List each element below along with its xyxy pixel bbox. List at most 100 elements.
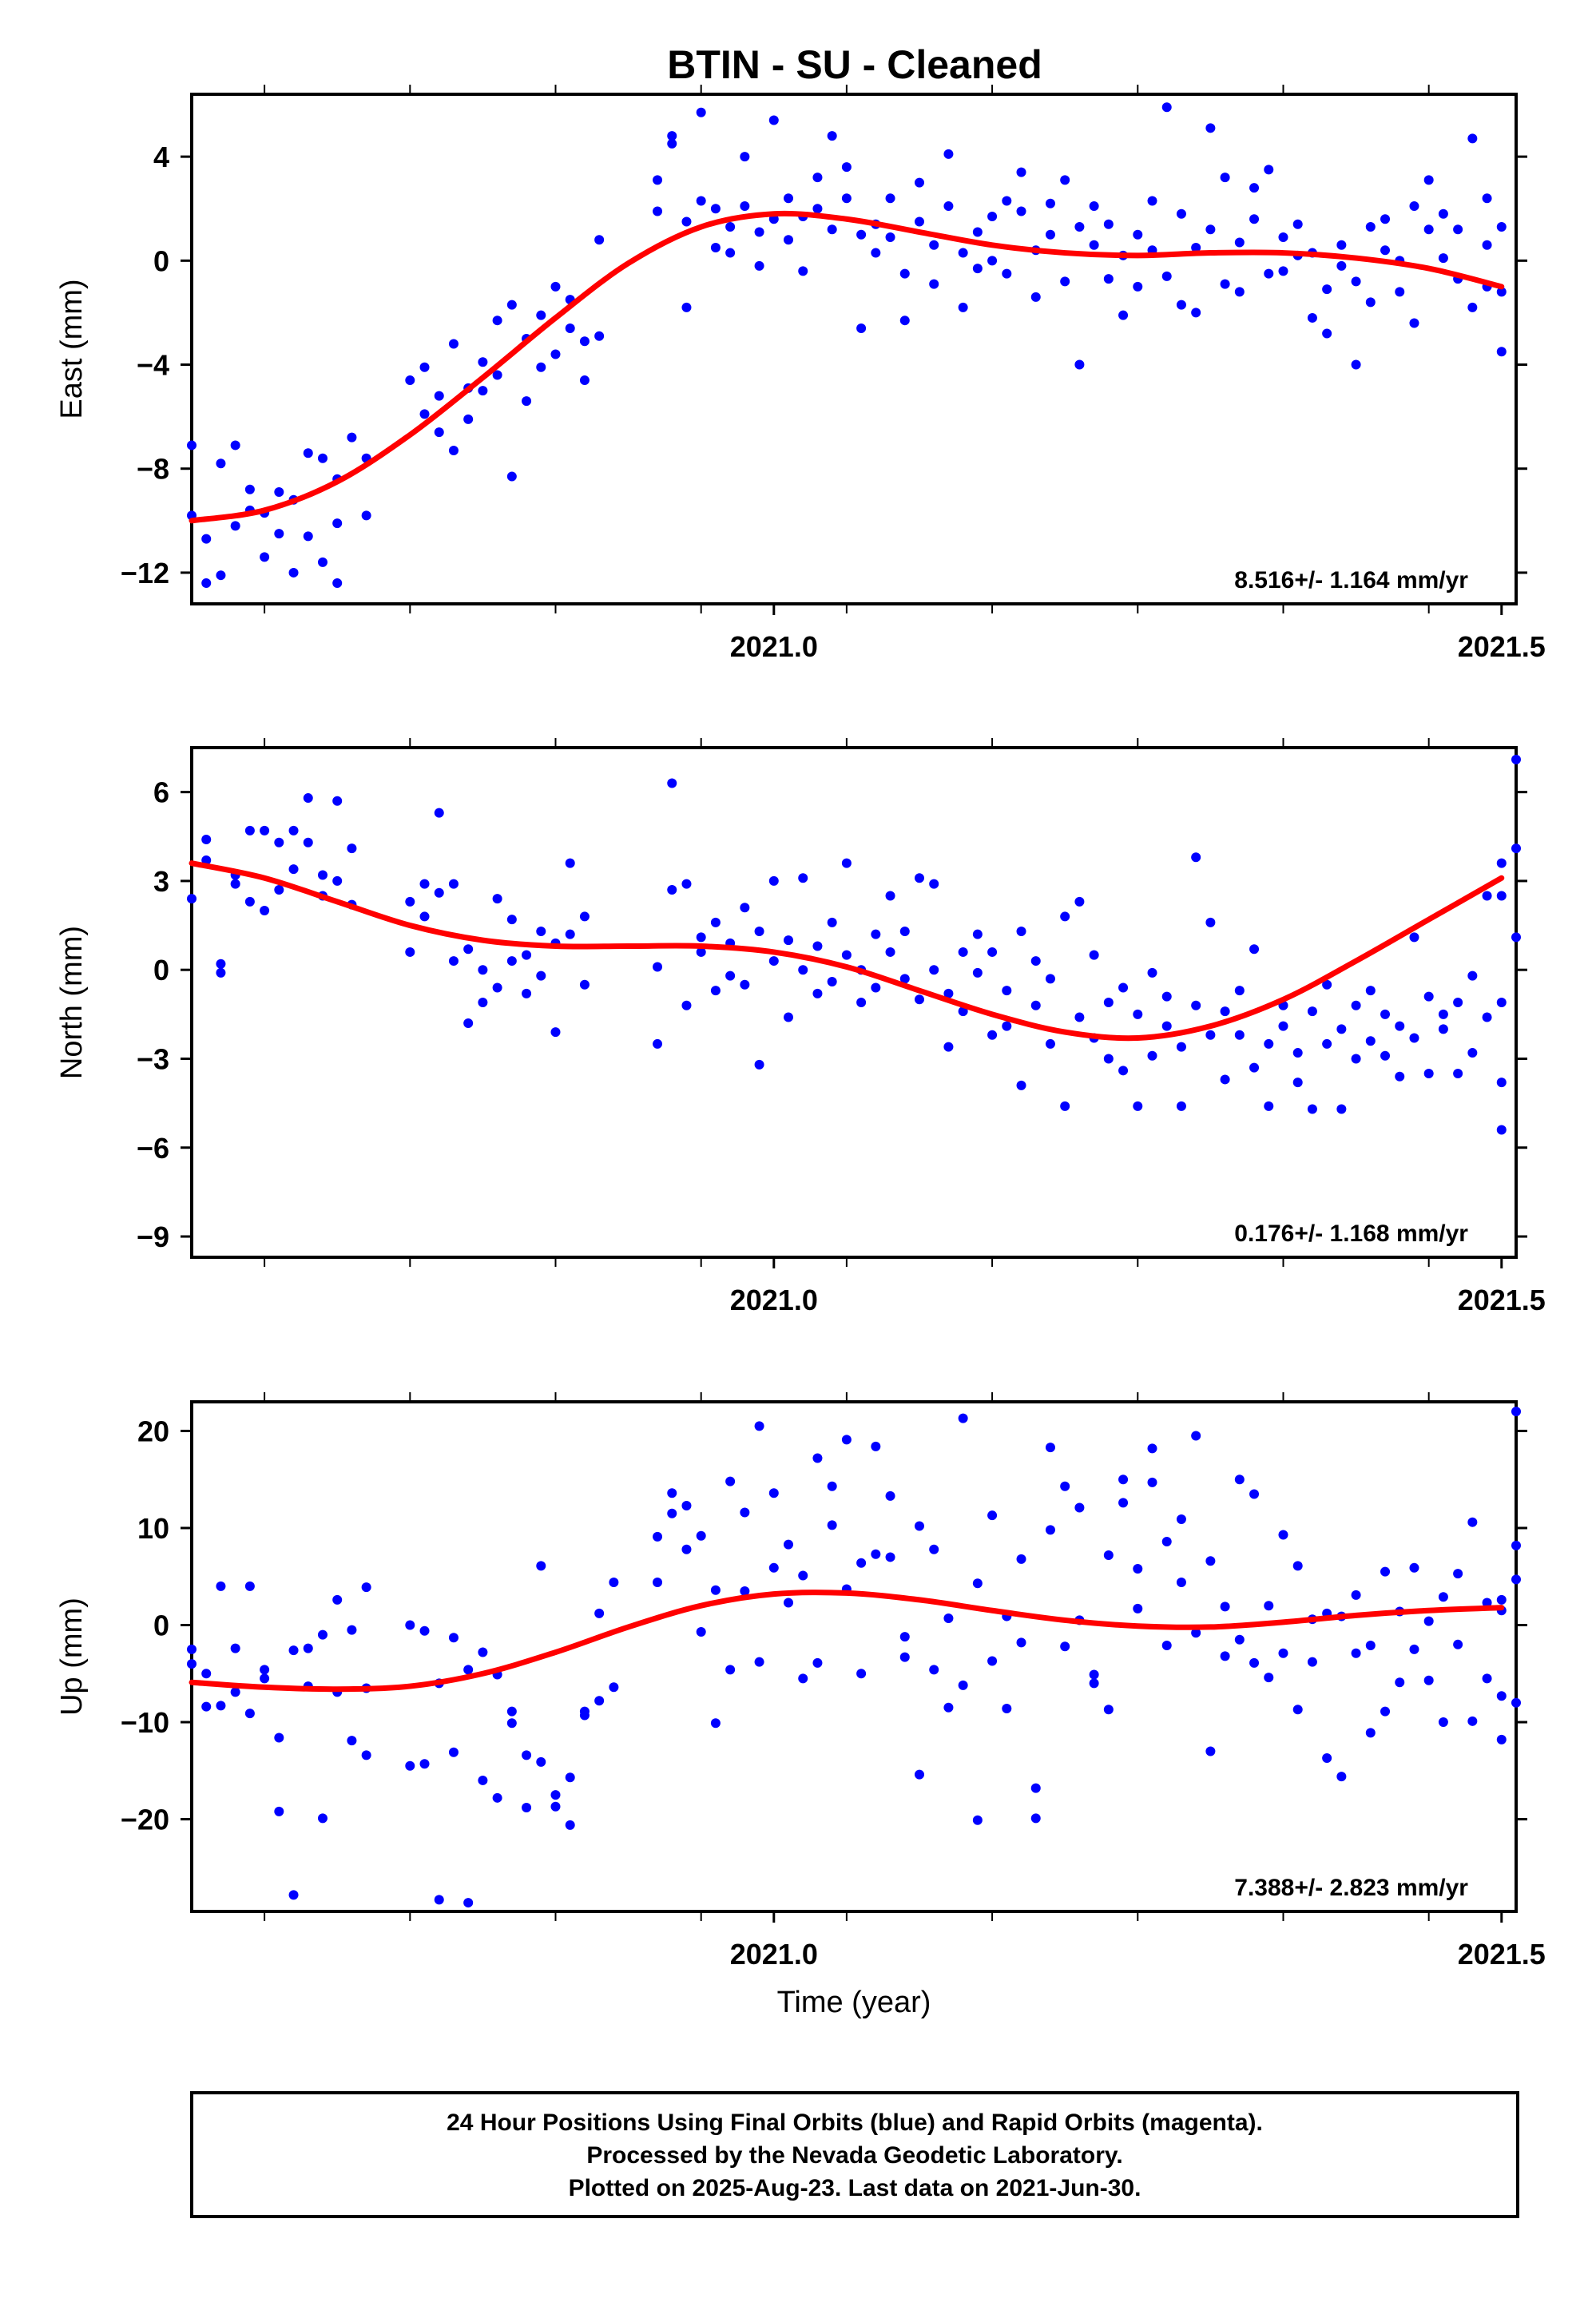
y-tick-label: 4 bbox=[153, 141, 169, 173]
data-point bbox=[1292, 1561, 1303, 1571]
data-point bbox=[798, 266, 808, 276]
data-point bbox=[696, 1530, 706, 1541]
data-point bbox=[506, 300, 517, 310]
data-point bbox=[1147, 196, 1157, 206]
x-axis-label: Time (year) bbox=[777, 1986, 931, 2019]
data-point bbox=[768, 956, 779, 966]
data-point bbox=[1220, 173, 1230, 183]
data-point bbox=[419, 1625, 430, 1636]
data-point bbox=[812, 988, 823, 998]
data-point bbox=[914, 873, 924, 883]
data-point bbox=[1511, 1574, 1521, 1585]
data-point bbox=[1365, 1036, 1376, 1046]
data-point bbox=[1103, 998, 1114, 1007]
data-point bbox=[812, 204, 823, 214]
data-point bbox=[522, 988, 532, 998]
data-point bbox=[929, 279, 939, 289]
data-point bbox=[725, 248, 736, 258]
data-point bbox=[653, 1531, 663, 1542]
data-point bbox=[550, 1801, 561, 1812]
data-point bbox=[288, 825, 299, 836]
data-point bbox=[768, 875, 779, 886]
data-point bbox=[1060, 1641, 1070, 1652]
data-point bbox=[725, 222, 736, 232]
data-point bbox=[1264, 268, 1274, 279]
data-point bbox=[1249, 183, 1260, 193]
data-point bbox=[1176, 208, 1186, 219]
data-point bbox=[784, 1012, 794, 1022]
data-point bbox=[1278, 1530, 1288, 1540]
data-point bbox=[216, 458, 226, 469]
data-point bbox=[1249, 1062, 1260, 1073]
data-point bbox=[827, 224, 837, 235]
y-axis-label: Up (mm) bbox=[55, 1598, 89, 1716]
data-point bbox=[274, 487, 284, 498]
data-point bbox=[885, 891, 895, 901]
data-point bbox=[1351, 276, 1361, 287]
data-point bbox=[1423, 224, 1434, 235]
plot-frame bbox=[190, 93, 1518, 605]
data-point bbox=[216, 967, 226, 978]
data-point bbox=[899, 926, 910, 936]
data-point bbox=[1423, 1675, 1434, 1685]
data-point bbox=[812, 941, 823, 951]
data-point bbox=[1045, 1443, 1055, 1453]
data-point bbox=[1453, 1569, 1463, 1579]
data-point bbox=[1496, 1734, 1507, 1744]
data-point bbox=[929, 240, 939, 250]
data-point bbox=[434, 1895, 444, 1905]
data-point bbox=[1220, 1006, 1230, 1017]
data-point bbox=[1438, 1592, 1448, 1602]
data-point bbox=[1205, 1556, 1216, 1566]
data-point bbox=[1045, 974, 1055, 984]
data-point bbox=[899, 1652, 910, 1662]
data-point bbox=[303, 1643, 313, 1653]
data-point bbox=[1191, 243, 1201, 253]
data-point bbox=[710, 1585, 721, 1595]
data-point bbox=[216, 959, 226, 969]
y-axis-label: North (mm) bbox=[55, 926, 89, 1079]
data-point bbox=[1496, 1078, 1507, 1088]
data-point bbox=[1118, 310, 1129, 320]
data-point bbox=[1453, 1639, 1463, 1649]
data-point bbox=[871, 982, 881, 993]
data-point bbox=[1365, 1728, 1376, 1738]
data-point bbox=[1161, 1021, 1172, 1031]
data-point bbox=[1118, 1475, 1129, 1485]
data-point bbox=[405, 1760, 415, 1771]
x-tick-label: 2021.5 bbox=[1458, 1284, 1546, 1316]
data-point bbox=[1074, 359, 1085, 370]
data-point bbox=[958, 1413, 968, 1423]
data-point bbox=[1089, 1669, 1099, 1680]
data-point bbox=[201, 855, 212, 865]
data-point bbox=[1016, 1637, 1026, 1648]
data-point bbox=[798, 1673, 808, 1684]
data-point bbox=[594, 331, 605, 341]
data-point bbox=[1467, 1517, 1478, 1527]
data-point bbox=[478, 1647, 488, 1657]
data-point bbox=[943, 988, 954, 998]
footer-line-3: Plotted on 2025-Aug-23. Last data on 202… bbox=[569, 2175, 1141, 2201]
data-point bbox=[798, 1570, 808, 1581]
data-point bbox=[1482, 193, 1492, 204]
data-point bbox=[260, 1673, 270, 1684]
data-point bbox=[710, 917, 721, 927]
data-point bbox=[1191, 1431, 1201, 1441]
y-tick-label: −4 bbox=[137, 349, 169, 382]
data-point bbox=[696, 932, 706, 943]
data-point bbox=[1002, 196, 1012, 206]
footer-line-2: Processed by the Nevada Geodetic Laborat… bbox=[586, 2142, 1122, 2169]
data-point bbox=[1409, 932, 1419, 943]
data-point bbox=[1089, 240, 1099, 250]
data-point bbox=[1511, 1697, 1521, 1708]
data-point bbox=[288, 1645, 299, 1656]
data-point bbox=[419, 409, 430, 419]
data-point bbox=[536, 310, 546, 320]
data-point bbox=[506, 471, 517, 482]
data-point bbox=[1234, 287, 1245, 297]
data-point bbox=[1496, 1691, 1507, 1701]
data-point bbox=[536, 362, 546, 372]
data-point bbox=[1278, 266, 1288, 276]
data-point bbox=[827, 977, 837, 987]
